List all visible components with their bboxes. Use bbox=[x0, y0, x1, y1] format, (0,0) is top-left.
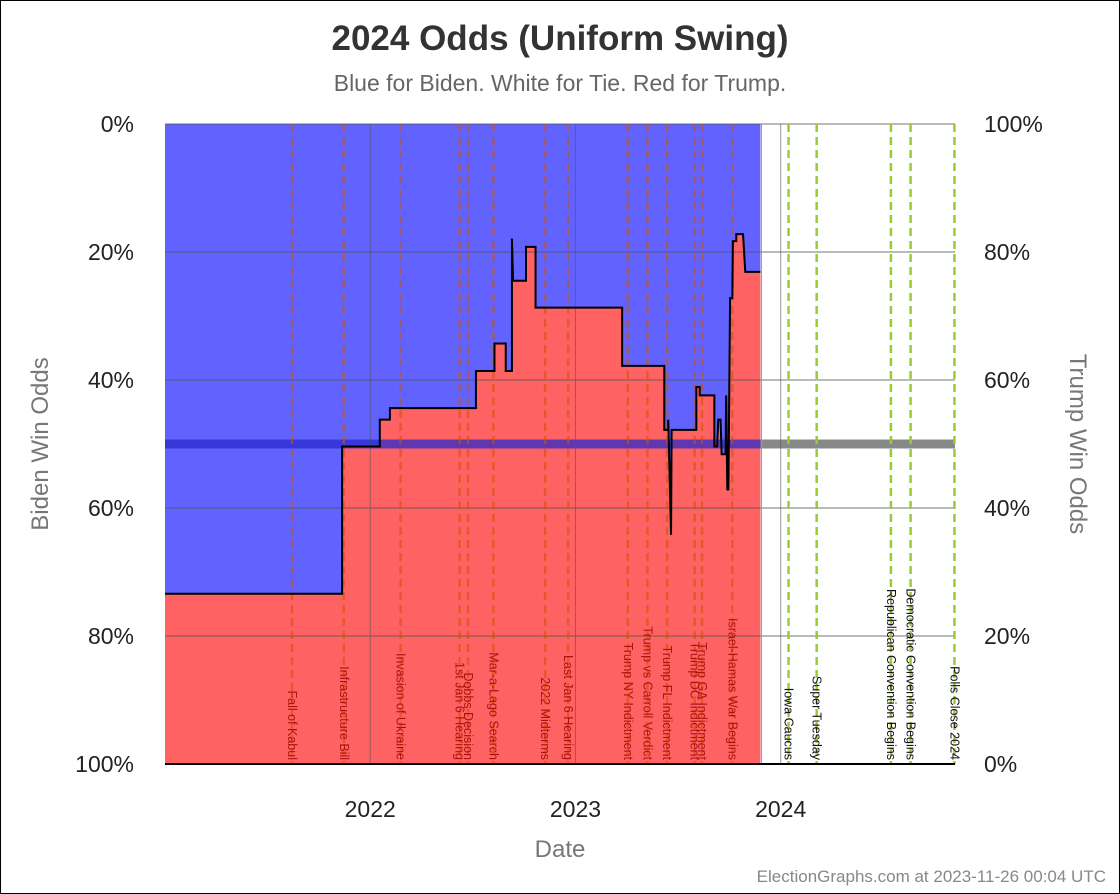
y-axis-label-left: Biden Win Odds bbox=[27, 357, 54, 530]
chart-subtitle: Blue for Biden. White for Tie. Red for T… bbox=[334, 70, 787, 96]
odds-line-path bbox=[165, 233, 761, 595]
y-tick-left: 40% bbox=[88, 367, 134, 393]
y-tick-left: 60% bbox=[88, 495, 134, 521]
y-tick-right: 40% bbox=[984, 495, 1030, 521]
trump-area bbox=[165, 234, 761, 764]
event-label: Mar-a-Lago Search bbox=[486, 652, 500, 760]
event-label: Trump NY Indictment bbox=[621, 643, 635, 761]
event-label: Fall of Kabul bbox=[285, 691, 299, 760]
y-axis-label-right: Trump Win Odds bbox=[1064, 354, 1091, 534]
y-tick-left: 0% bbox=[101, 111, 134, 137]
event-label: Israel-Hamas War Begins bbox=[725, 618, 739, 760]
x-tick: 2024 bbox=[755, 796, 806, 822]
event-label: Trump vs Carroll Verdict bbox=[640, 626, 654, 760]
event-label: 2022 Midterms bbox=[538, 677, 552, 760]
event-label: Infrastructure Bill bbox=[337, 666, 351, 760]
x-tick: 2023 bbox=[550, 796, 601, 822]
event-label: Trump FL Indictment bbox=[660, 646, 674, 761]
event-label: Polls Close 2024 bbox=[947, 666, 961, 760]
event-label: Last Jan 6 Hearing bbox=[561, 655, 575, 760]
event-label: Democratic Convention Begins bbox=[904, 588, 918, 760]
event-label: Invasion of Ukraine bbox=[394, 653, 408, 760]
event-markers: Fall of Kabul Infrastructure Bill Invasion… bbox=[285, 124, 961, 764]
axes: 0% 20% 40% 60% 80% 100% 100% 80% 60% 40% 20% 0% 2022… bbox=[75, 111, 1043, 822]
odds-line bbox=[165, 233, 761, 595]
y-tick-right: 20% bbox=[984, 623, 1030, 649]
event-label: Republican Convention Begins bbox=[884, 589, 898, 760]
x-axis-label: Date bbox=[535, 836, 586, 863]
y-tick-right: 0% bbox=[984, 751, 1017, 777]
event-label: Iowa Caucus bbox=[782, 688, 796, 760]
event-label: 1st Jan 6 Hearing bbox=[453, 662, 467, 760]
event-label: Dobbs Decision bbox=[461, 672, 475, 760]
event-label: Super Tuesday bbox=[810, 676, 824, 761]
credit-text: ElectionGraphs.com at 2023-11-26 00:04 U… bbox=[757, 867, 1106, 886]
y-tick-right: 60% bbox=[984, 367, 1030, 393]
y-tick-left: 20% bbox=[88, 239, 134, 265]
y-tick-left: 100% bbox=[75, 751, 134, 777]
y-tick-left: 80% bbox=[88, 623, 134, 649]
x-tick: 2022 bbox=[345, 796, 396, 822]
y-tick-right: 80% bbox=[984, 239, 1030, 265]
y-tick-right: 100% bbox=[984, 111, 1043, 137]
event-label: Trump GA Indictment bbox=[695, 642, 709, 760]
chart-title: 2024 Odds (Uniform Swing) bbox=[332, 19, 789, 58]
event-label: Trump DC Indictment bbox=[688, 642, 702, 761]
